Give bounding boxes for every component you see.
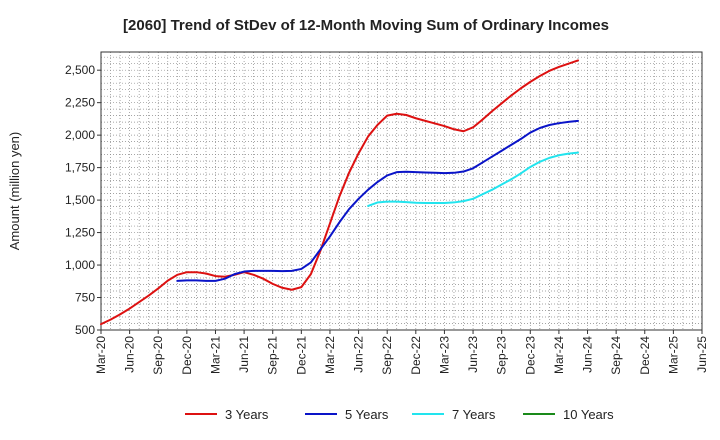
x-tick-label: Jun-21 (237, 336, 251, 373)
legend-label: 10 Years (563, 407, 614, 422)
x-axis-ticks: Mar-20 Jun-20 Sep-20 Dec-20 Mar-21 Jun-21 Sep-… (94, 330, 709, 375)
x-tick-label: Sep-23 (495, 336, 509, 375)
x-tick-label: Mar-20 (94, 336, 108, 374)
plot-area (101, 52, 702, 330)
series-lines (100, 59, 579, 326)
x-tick-label: Sep-20 (151, 336, 165, 375)
x-tick-label: Dec-21 (294, 336, 308, 375)
x-tick-label: Mar-22 (323, 336, 337, 374)
series-line-5-years (176, 119, 579, 282)
y-tick-label: 1,250 (65, 226, 95, 240)
x-tick-label: Jun-22 (352, 336, 366, 373)
x-tick-label: Jun-20 (123, 336, 137, 373)
legend-label: 7 Years (452, 407, 496, 422)
y-tick-label: 1,750 (65, 161, 95, 175)
x-tick-label: Jun-25 (695, 336, 709, 373)
y-tick-label: 1,500 (65, 193, 95, 207)
y-tick-label: 1,000 (65, 258, 95, 272)
x-tick-label: Dec-22 (409, 336, 423, 375)
y-tick-label: 2,000 (65, 128, 95, 142)
x-tick-label: Dec-23 (523, 336, 537, 375)
x-tick-label: Mar-24 (552, 336, 566, 374)
x-tick-label: Sep-22 (380, 336, 394, 375)
legend: 3 Years 5 Years 7 Years 10 Years (185, 407, 614, 422)
x-tick-label: Dec-20 (180, 336, 194, 375)
plot-border (100, 51, 703, 331)
series-line-7-years (367, 151, 579, 207)
chart-title: [2060] Trend of StDev of 12-Month Moving… (123, 17, 609, 34)
y-axis-label: Amount (million yen) (7, 132, 22, 251)
x-tick-label: Jun-23 (466, 336, 480, 373)
y-tick-label: 2,500 (65, 63, 95, 77)
y-tick-label: 500 (75, 323, 95, 337)
legend-label: 3 Years (225, 407, 269, 422)
y-tick-label: 750 (75, 291, 95, 305)
x-tick-label: Jun-24 (581, 336, 595, 373)
x-tick-label: Dec-24 (638, 336, 652, 375)
grid-lines (101, 52, 702, 330)
x-tick-label: Sep-21 (266, 336, 280, 375)
y-axis-ticks: 500 750 1,000 1,250 1,500 1,750 2,000 2,250 2,50… (65, 63, 101, 337)
x-tick-label: Mar-21 (208, 336, 222, 374)
series-line-3-years (100, 59, 579, 326)
y-tick-label: 2,250 (65, 96, 95, 110)
legend-label: 5 Years (345, 407, 389, 422)
x-tick-label: Mar-23 (437, 336, 451, 374)
x-tick-label: Mar-25 (666, 336, 680, 374)
x-tick-label: Sep-24 (609, 336, 623, 375)
